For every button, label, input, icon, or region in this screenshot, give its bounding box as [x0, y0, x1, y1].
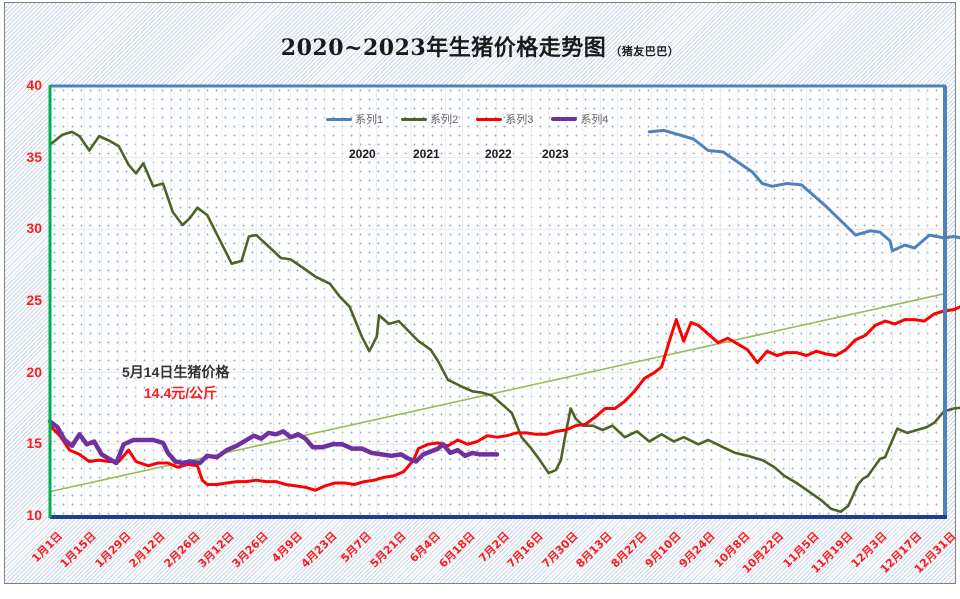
legend-swatch-series1 [326, 117, 352, 121]
y-tick-label: 25 [26, 292, 42, 308]
annotation-date-label: 5月14日生猪价格 [122, 364, 230, 380]
legend-label-series2: 系列2 [430, 114, 459, 126]
legend-swatch-series3 [476, 117, 503, 121]
legend-swatch-series2 [401, 117, 428, 121]
legend-label-series4: 系列4 [580, 114, 609, 126]
chart-subtitle: （猪友巴巴） [610, 45, 680, 58]
legend: 系列1 系列2 系列3 系列4 [326, 111, 609, 127]
legend-label-series3: 系列3 [505, 114, 534, 126]
legend-item-series3[interactable]: 系列3 [476, 111, 533, 127]
y-tick-label: 35 [26, 148, 42, 165]
series-line-2 [48, 130, 960, 513]
legend-label-series1: 系列1 [355, 114, 384, 126]
legend-item-series4[interactable]: 系列4 [551, 111, 609, 127]
series-line-4 [47, 419, 500, 466]
year-label-2023: 2023 [542, 147, 569, 161]
year-label-2021: 2021 [413, 147, 440, 161]
trendline [49, 293, 945, 493]
legend-item-series2[interactable]: 系列2 [401, 111, 458, 127]
y-tick-label: 15 [26, 435, 42, 452]
series-line-1 [647, 128, 960, 253]
year-label-2022: 2022 [485, 147, 512, 161]
legend-swatch-series4 [551, 117, 578, 121]
y-tick-label: 20 [26, 363, 42, 380]
y-tick-label: 30 [26, 220, 42, 237]
legend-item-series1[interactable]: 系列1 [326, 111, 383, 127]
chart-title-text: 2020~2023年生猪价格走势图 [280, 35, 607, 61]
annotation-price-value: 14.4元/公斤 [144, 385, 218, 401]
y-tick-label: 10 [26, 507, 42, 523]
series-line-3 [48, 305, 960, 492]
year-label-2020: 2020 [349, 147, 376, 161]
chart-title: 2020~2023年生猪价格走势图 （猪友巴巴） [0, 30, 960, 62]
y-tick-label: 40 [26, 77, 42, 93]
